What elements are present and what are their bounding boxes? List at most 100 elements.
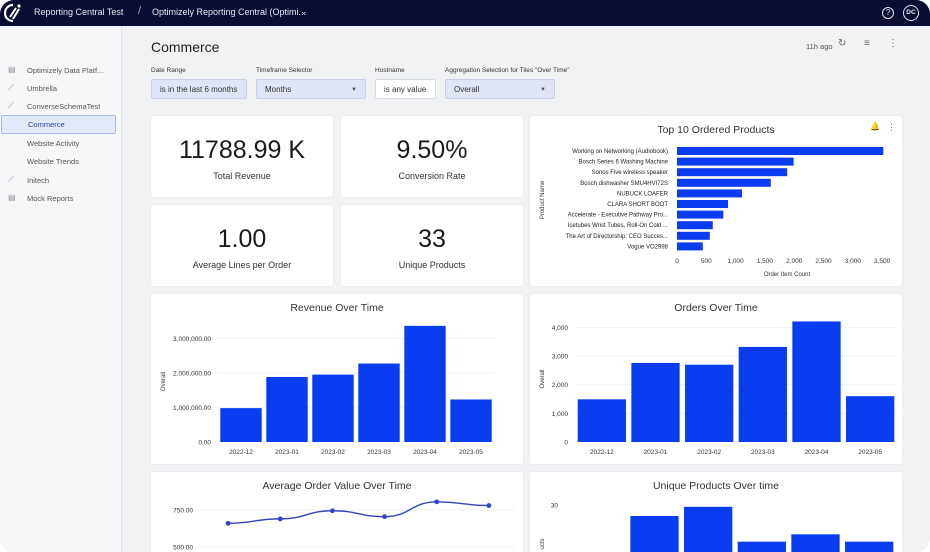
filter-label-date-range: Date Range <box>151 67 186 74</box>
sidebar: ▤ Optimizely Data Platf... ⟋ Umbrella ⟋ … <box>0 26 122 552</box>
sidebar-item-website-activity[interactable]: Website Activity <box>0 134 120 152</box>
more-icon[interactable]: ⋮ <box>888 38 898 49</box>
sidebar-item-label: Umbrella <box>27 84 58 93</box>
category-label: Bosch Series 6 Washing Machine <box>579 160 669 166</box>
x-tick-label: 2023-04 <box>805 449 829 456</box>
top-products-card[interactable]: Top 10 Ordered Products 🔔 ⋮ Working on Net… <box>530 116 902 286</box>
filter-label-aggregation: Aggregation Selection for Tiles "Over Ti… <box>445 67 570 74</box>
sidebar-item-label: Website Trends <box>27 157 79 166</box>
y-tick-label: 2,000 <box>552 382 569 389</box>
bar <box>631 362 680 442</box>
category-label: Accelerate - Executive Pathway Pro... <box>568 213 669 219</box>
x-tick-label: 500 <box>701 258 712 265</box>
sidebar-item-optimizely-data-platform[interactable]: ▤ Optimizely Data Platf... <box>0 61 120 79</box>
bar <box>685 364 734 442</box>
category-label: Sonos Five wireless speaker <box>592 170 668 176</box>
sidebar-item-label: Initech <box>27 176 50 185</box>
sidebar-item-mock-reports[interactable]: ▤ Mock Reports <box>0 189 120 207</box>
x-tick-label: 0 <box>675 258 679 265</box>
kpi-value: 33 <box>418 225 446 253</box>
bar <box>791 534 840 552</box>
x-tick-label: 3,000 <box>845 258 862 265</box>
kpi-total-revenue[interactable]: 11788.99 K Total Revenue <box>151 116 333 197</box>
unique-products-over-time-card[interactable]: Unique Products Over time 30 ucts <box>530 472 902 552</box>
bar <box>792 321 841 442</box>
y-tick-label: 0 <box>564 440 568 447</box>
sidebar-item-website-trends[interactable]: Website Trends <box>0 152 120 170</box>
timeframe-select[interactable]: Months ▼ <box>256 79 366 99</box>
y-tick-label: 4,000 <box>552 325 569 332</box>
bar <box>677 221 713 230</box>
sidebar-item-initech[interactable]: ⟋ Initech <box>0 171 120 189</box>
sidebar-item-commerce[interactable]: Commerce <box>1 115 116 134</box>
bar <box>630 516 679 552</box>
bar <box>677 189 743 198</box>
chart-icon: ⟋ <box>8 101 14 110</box>
bar <box>220 408 262 442</box>
aggregation-select[interactable]: Overall ▼ <box>445 79 555 99</box>
y-tick-label: 2,000,000.00 <box>173 370 211 377</box>
unique-products-over-time-chart: 30 ucts <box>540 503 894 552</box>
x-tick-label: 2023-02 <box>697 449 721 456</box>
orders-over-time-card[interactable]: Orders Over Time 0 1,000 2,000 3,000 4,000 20… <box>530 294 902 464</box>
x-tick-label: 2,000 <box>786 258 803 265</box>
x-tick-label: 1,500 <box>757 258 774 265</box>
x-tick-label: 3,500 <box>874 258 891 265</box>
bar <box>677 157 794 166</box>
kpi-conversion-rate[interactable]: 9.50% Conversion Rate <box>341 116 523 197</box>
sidebar-item-converseschematest[interactable]: ⟋ ConverseSchemaTest <box>0 97 120 115</box>
chart-title: Revenue Over Time <box>290 302 384 314</box>
category-label: Icetubes Wrist Tubes, Roll-On Cold ... <box>568 223 669 229</box>
data-point <box>277 516 283 522</box>
y-tick-label: 0,00 <box>198 440 211 447</box>
filter-label-hostname: Hostname <box>375 67 405 74</box>
data-point <box>486 503 492 508</box>
kpi-value: 9.50% <box>396 136 468 164</box>
refresh-icon[interactable]: ↻ <box>838 38 847 49</box>
optimizely-logo-icon[interactable] <box>4 3 22 23</box>
bar <box>677 178 771 187</box>
bar <box>450 399 492 442</box>
filter-icon[interactable]: ≡ <box>864 38 870 49</box>
data-point <box>382 514 387 520</box>
help-icon[interactable]: ? <box>882 7 894 19</box>
page-title: Commerce <box>151 39 220 55</box>
y-tick-label: 500.00 <box>173 545 193 552</box>
y-tick-label: 3,000,000.00 <box>173 336 211 343</box>
bar <box>677 147 884 155</box>
kpi-label: Conversion Rate <box>398 171 466 181</box>
kpi-unique-products[interactable]: 33 Unique Products <box>341 205 523 286</box>
category-label: CLARA SHORT BOOT <box>607 202 668 208</box>
timeframe-value: Months <box>265 85 292 94</box>
x-tick-label: 1,000 <box>727 258 744 265</box>
data-point <box>225 520 231 526</box>
average-order-value-card[interactable]: Average Order Value Over Time 500.00 750.… <box>151 472 523 552</box>
bar <box>737 541 786 552</box>
bar <box>677 168 788 177</box>
hostname-value: is any value <box>384 85 427 94</box>
report-icon: ▤ <box>8 65 16 74</box>
chart-icon: ⟋ <box>8 175 14 184</box>
bar <box>677 210 724 219</box>
bar <box>677 231 710 240</box>
avatar[interactable]: DC <box>903 5 919 21</box>
date-range-filter[interactable]: is in the last 6 months <box>151 79 247 99</box>
sidebar-item-label: Mock Reports <box>27 194 74 203</box>
caret-down-icon: ▼ <box>351 87 357 93</box>
sidebar-item-umbrella[interactable]: ⟋ Umbrella <box>0 79 120 97</box>
chevron-down-icon[interactable]: ⌄ <box>300 6 308 16</box>
bar <box>677 200 728 208</box>
bar <box>738 346 787 442</box>
kpi-average-lines-per-order[interactable]: 1.00 Average Lines per Order <box>151 205 333 286</box>
y-tick-label: 1,000 <box>552 411 569 418</box>
sidebar-item-label: Optimizely Data Platf... <box>27 66 104 75</box>
revenue-over-time-card[interactable]: Revenue Over Time 0,00 1,000,000.00 2,000,… <box>151 294 523 464</box>
bar <box>312 374 354 442</box>
bar <box>846 396 895 442</box>
instance-selector[interactable]: Optimizely Reporting Central (Optimi... <box>152 7 307 17</box>
hostname-filter[interactable]: is any value <box>375 79 436 99</box>
kpi-value: 11788.99 K <box>178 136 306 164</box>
app-name[interactable]: Reporting Central Test <box>34 7 124 17</box>
x-tick-label: 2,500 <box>815 258 832 265</box>
